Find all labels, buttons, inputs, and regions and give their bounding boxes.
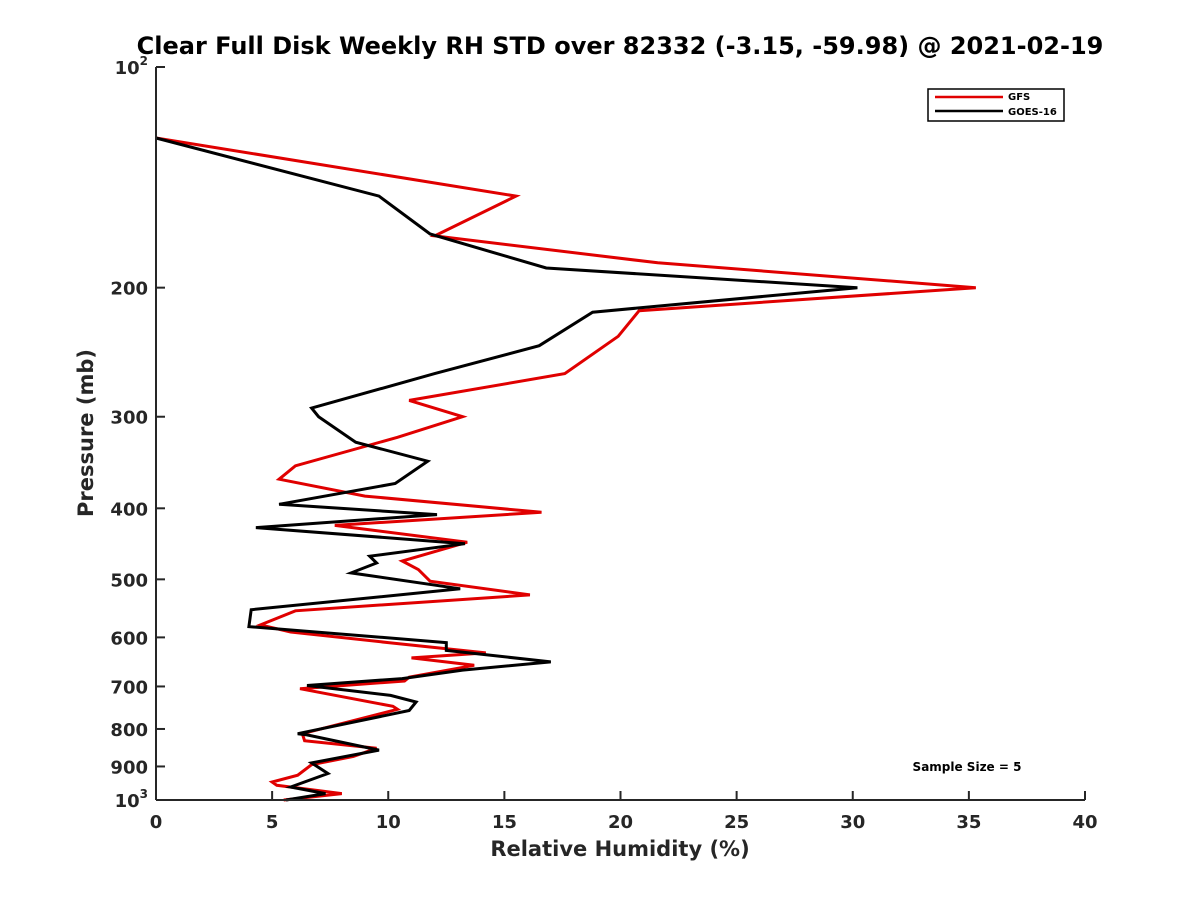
y-tick-label: 200 — [110, 279, 148, 300]
y-tick-label: 500 — [110, 570, 148, 591]
legend-label-goes16: GOES-16 — [1008, 107, 1057, 118]
y-tick-label: 102 — [115, 54, 148, 79]
legend: GFS GOES-16 — [927, 88, 1065, 122]
sample-size-annotation: Sample Size = 5 — [913, 760, 1022, 774]
y-ticks: 102 200 300 400 500 600 700 800 900 103 — [110, 54, 165, 812]
y-tick-label: 400 — [110, 499, 148, 520]
y-tick-label: 900 — [110, 757, 148, 778]
x-tick-label: 40 — [1072, 812, 1097, 833]
x-tick-label: 20 — [608, 812, 633, 833]
y-tick-label: 800 — [110, 720, 148, 741]
series-group — [155, 136, 976, 802]
x-tick-label: 15 — [492, 812, 517, 833]
y-tick-label: 700 — [110, 677, 148, 698]
y-tick-label: 300 — [110, 408, 148, 429]
x-tick-label: 5 — [266, 812, 279, 833]
x-axis-label: Relative Humidity (%) — [490, 837, 749, 861]
legend-label-gfs: GFS — [1008, 92, 1030, 103]
y-axis-label: Pressure (mb) — [74, 349, 98, 517]
y-tick-label: 103 — [115, 787, 148, 812]
x-tick-label: 30 — [840, 812, 865, 833]
chart-title: Clear Full Disk Weekly RH STD over 82332… — [137, 32, 1104, 60]
x-tick-label: 10 — [376, 812, 401, 833]
x-ticks: 0 5 10 15 20 25 30 35 40 — [150, 791, 1098, 833]
series-line-goes16 — [155, 136, 858, 802]
x-tick-label: 35 — [956, 812, 981, 833]
legend-box — [927, 88, 1065, 122]
x-tick-label: 0 — [150, 812, 163, 833]
y-tick-label: 600 — [110, 628, 148, 649]
x-tick-label: 25 — [724, 812, 749, 833]
plot-area: 0 5 10 15 20 25 30 35 40 102 200 300 400 500 600 700 80… — [110, 54, 1097, 833]
